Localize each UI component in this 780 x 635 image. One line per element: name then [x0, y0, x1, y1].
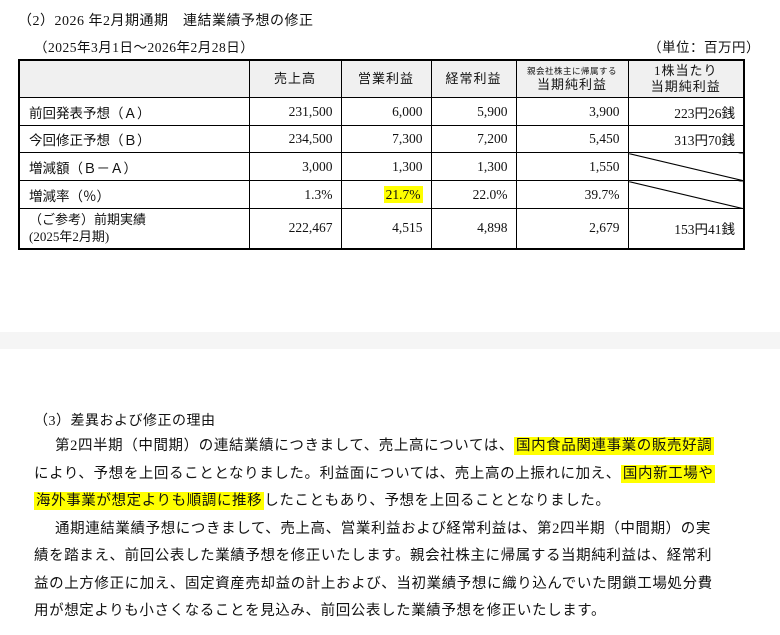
value-cell-sales: 231,500 — [248, 97, 342, 126]
reason-line: 第2四半期（中間期）の連結業績につきまして、売上高については、 国内食品関連事業の… — [34, 433, 750, 461]
prior-actual-label-line1: （ご参考）前期実績 — [29, 212, 147, 228]
header-cell-sales: 売上高 — [248, 59, 342, 98]
value-cell-sales: 234,500 — [248, 125, 342, 153]
reason-text: 通期連結業績予想につきまして、売上高、営業利益および経常利益は、第2四半期（中間… — [55, 520, 711, 537]
value-cell-ordinary: 4,898 — [430, 208, 517, 249]
unit-label: （単位：百万円） — [648, 40, 760, 55]
row-label-cell: （ご参考）前期実績 (2025年2月期) — [18, 208, 250, 249]
value-cell-ordinary: 22.0% — [430, 180, 517, 209]
reason-line: 用が想定よりも小さくなることを見込み、前回公表した業績予想を修正いたします。 — [34, 598, 750, 626]
reason-line: 通期連結業績予想につきまして、売上高、営業利益および経常利益は、第2四半期（中間… — [34, 516, 750, 544]
highlighted-text-overseas: 海外事業が想定よりも順調に推移 — [34, 492, 265, 510]
section2-title: （2）2026 年2月期通期 連結業績予想の修正 — [18, 14, 314, 29]
row-change-rate: 増減率（％） 1.3% 21.7% 22.0% 39.7% — [18, 180, 745, 209]
value-cell-sales: 222,467 — [248, 208, 342, 249]
value-cell-net: 39.7% — [515, 180, 629, 209]
value-cell-ordinary: 5,900 — [430, 97, 517, 126]
header-cell-operating-profit: 営業利益 — [340, 59, 432, 98]
value-cell-eps: 223円26銭 — [627, 97, 745, 126]
fiscal-period-label: （2025年3月1日～2026年2月28日） — [34, 40, 255, 55]
reason-line: 益の上方修正に加え、固定資産売却益の計上および、当初業績予想に織り込んでいた閉鎖… — [34, 571, 750, 599]
header-parent-net-income-small: 親会社株主に帰属する — [526, 66, 617, 76]
header-ordinary-label: 経常利益 — [445, 71, 502, 86]
header-parent-net-income-main: 当期純利益 — [536, 77, 607, 92]
row-revised-forecast: 今回修正予想（Ｂ） 234,500 7,300 7,200 5,450 313円… — [18, 125, 745, 153]
header-eps-line2: 当期純利益 — [650, 79, 721, 94]
value-cell-operating: 1,300 — [340, 152, 432, 181]
row-label-cell: 増減額（Ｂ－Ａ） — [18, 152, 250, 181]
prior-actual-label-line2: (2025年2月期) — [29, 229, 110, 245]
table-header-row: 売上高 営業利益 経常利益 親会社株主に帰属する 当期純利益 1株当たり 当期純… — [18, 59, 745, 98]
reason-text: 益の上方修正に加え、固定資産売却益の計上および、当初業績予想に織り込んでいた閉鎖… — [34, 575, 713, 592]
reason-paragraphs: 第2四半期（中間期）の連結業績につきまして、売上高については、 国内食品関連事業の… — [34, 433, 750, 626]
value-cell-operating: 21.7% — [340, 180, 432, 209]
value-cell-net: 1,550 — [515, 152, 629, 181]
value-cell-sales: 3,000 — [248, 152, 342, 181]
row-prior-actual: （ご参考）前期実績 (2025年2月期) 222,467 4,515 4,898… — [18, 208, 745, 249]
forecast-revision-table: 売上高 営業利益 経常利益 親会社株主に帰属する 当期純利益 1株当たり 当期純… — [18, 59, 745, 250]
value-cell-operating: 6,000 — [340, 97, 432, 126]
reason-text: 用が想定よりも小さくなることを見込み、前回公表した業績予想を修正いたします。 — [34, 603, 607, 619]
header-cell-blank — [18, 59, 250, 98]
highlighted-text-domestic-food: 国内食品関連事業の販売好調 — [513, 437, 715, 455]
row-label-cell: 今回修正予想（Ｂ） — [18, 125, 250, 153]
row-previous-forecast: 前回発表予想（Ａ） 231,500 6,000 5,900 3,900 223円… — [18, 97, 745, 126]
reason-text: したこともあり、予想を上回ることとなりました。 — [264, 493, 611, 509]
value-cell-net: 5,450 — [515, 125, 629, 153]
row-change-amount: 増減額（Ｂ－Ａ） 3,000 1,300 1,300 1,550 — [18, 152, 745, 181]
reason-line: 績を踏まえ、前回公表した業績予想を修正いたします。親会社株主に帰属する当期純利益… — [34, 543, 750, 571]
reason-line: により、予想を上回ることとなりました。利益面については、売上高の上振れに加え、国… — [34, 461, 750, 489]
diagonal-blank-cell — [627, 152, 745, 181]
value-cell-net: 2,679 — [515, 208, 629, 249]
value-cell-ordinary: 7,200 — [430, 125, 517, 153]
diagonal-blank-cell — [627, 180, 745, 209]
header-eps-line1: 1株当たり — [653, 63, 718, 78]
highlighted-text-new-plant: 国内新工場や — [620, 464, 716, 483]
row-label-cell: 前回発表予想（Ａ） — [18, 97, 250, 126]
section3-heading: （3）差異および修正の理由 — [34, 414, 216, 429]
header-operating-label: 営業利益 — [357, 71, 414, 86]
value-cell-operating: 4,515 — [340, 208, 432, 249]
value-cell-sales: 1.3% — [248, 180, 342, 209]
value-cell-operating: 7,300 — [340, 125, 432, 153]
header-cell-ordinary-profit: 経常利益 — [430, 59, 517, 98]
header-cell-parent-net-income: 親会社株主に帰属する 当期純利益 — [515, 59, 629, 98]
value-cell-ordinary: 1,300 — [430, 152, 517, 181]
header-sales-label: 売上高 — [273, 71, 316, 86]
header-cell-eps: 1株当たり 当期純利益 — [627, 59, 745, 98]
reason-text: 第2四半期（中間期）の連結業績につきまして、売上高については、 — [55, 438, 514, 454]
value-cell-eps: 313円70銭 — [627, 125, 745, 153]
highlighted-operating-change-rate: 21.7% — [383, 185, 423, 203]
value-cell-eps: 153円41銭 — [627, 208, 745, 249]
reason-line: 海外事業が想定よりも順調に推移 したこともあり、予想を上回ることとなりました。 — [34, 488, 750, 516]
reason-text: 績を踏まえ、前回公表した業績予想を修正いたします。親会社株主に帰属する当期純利益… — [34, 548, 713, 564]
page-separator-band — [0, 332, 780, 349]
value-cell-net: 3,900 — [515, 97, 629, 126]
reason-text: により、予想を上回ることとなりました。利益面については、売上高の上振れに加え、 — [34, 465, 621, 482]
row-label-cell: 増減率（％） — [18, 180, 250, 209]
